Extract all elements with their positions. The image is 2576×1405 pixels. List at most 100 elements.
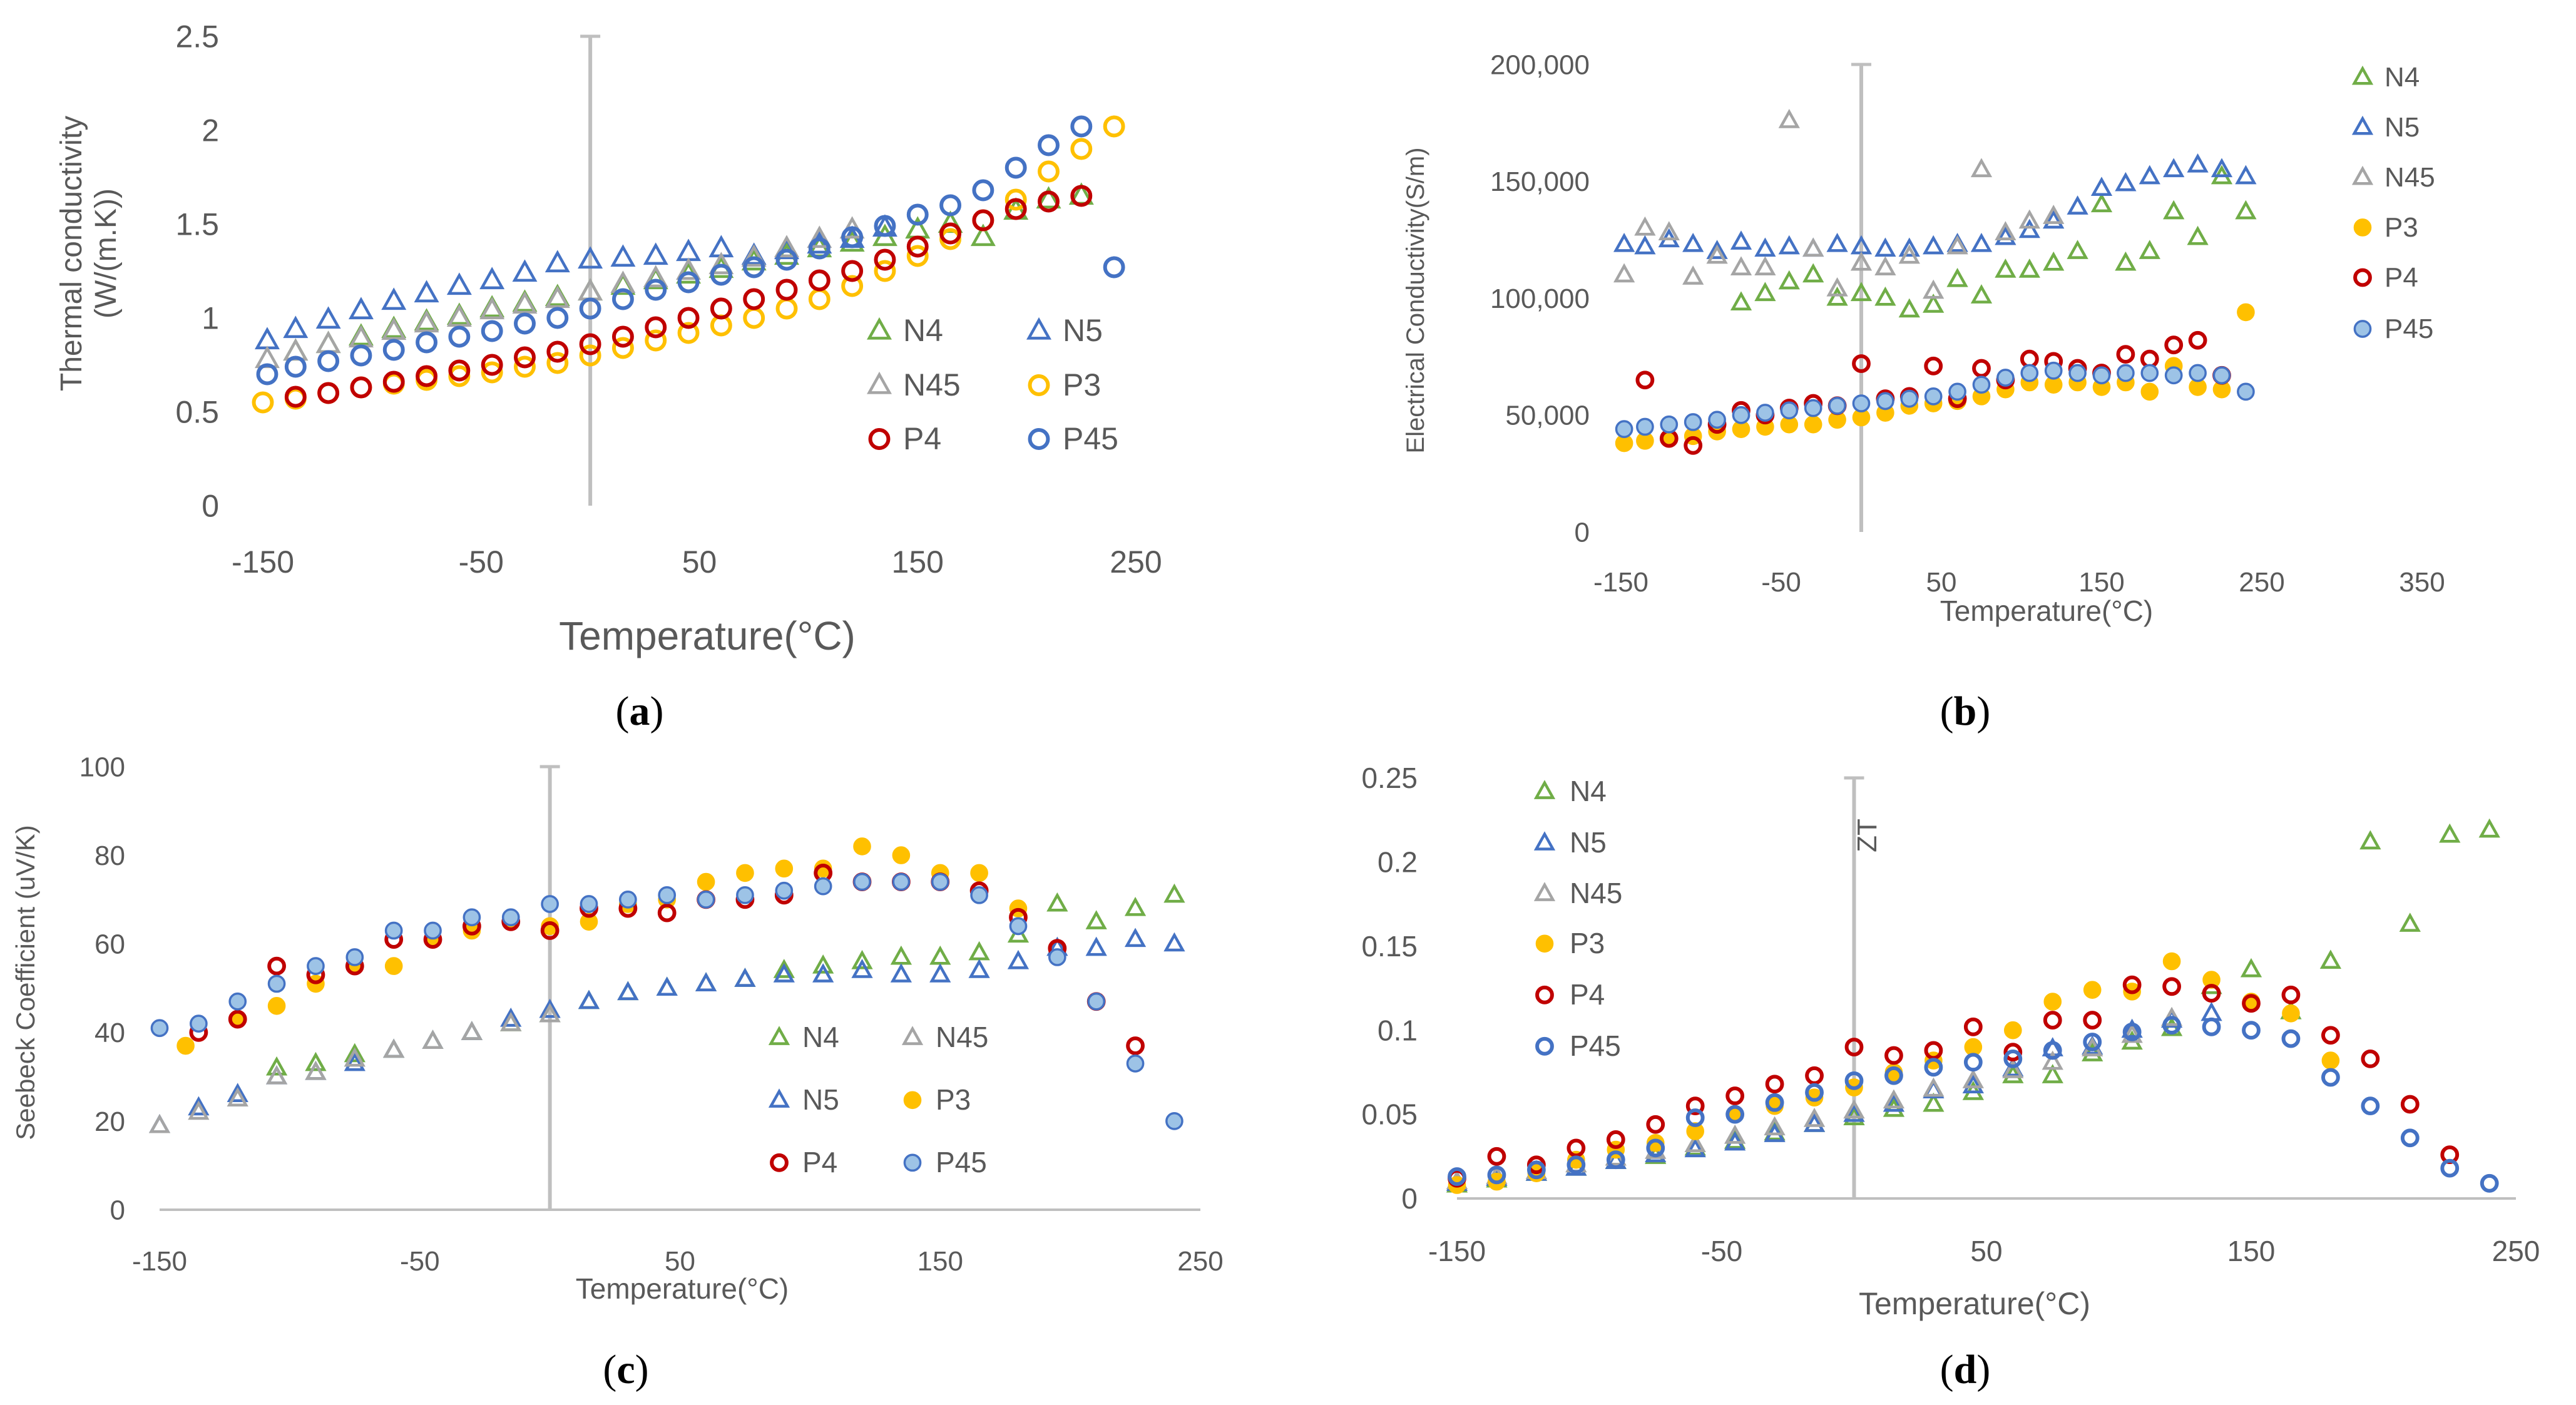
x-tick-label-b: -150 <box>1593 567 1648 598</box>
legend-marker-N45 <box>901 1026 924 1045</box>
legend-label-N5: N5 <box>802 1083 839 1116</box>
data-point-N45 <box>2043 205 2065 224</box>
data-point-N5 <box>1613 232 1635 252</box>
data-point-P3 <box>814 859 832 878</box>
data-point-N45 <box>544 285 570 309</box>
data-point-N4 <box>1778 270 1800 290</box>
data-point-P4 <box>2202 984 2221 1003</box>
data-point-P3 <box>775 297 798 320</box>
data-point-P45 <box>931 872 949 891</box>
data-point-P45 <box>546 307 569 329</box>
data-point-N5 <box>1706 240 1728 259</box>
data-point-P45 <box>814 877 832 896</box>
data-point-P45 <box>2020 364 2039 382</box>
series-P45-a <box>256 115 1125 386</box>
data-point-P45 <box>190 1014 208 1033</box>
legend-marker-P4 <box>770 1153 789 1172</box>
data-point-P4 <box>2162 977 2182 996</box>
data-point-P45 <box>2117 364 2135 382</box>
data-point-N45 <box>148 1113 171 1133</box>
legend-label-N45: N45 <box>903 367 961 402</box>
data-point-P45 <box>1527 1160 1546 1180</box>
data-point-N4 <box>2187 225 2209 245</box>
data-point-P45 <box>2202 1017 2221 1036</box>
data-point-P45 <box>611 288 634 310</box>
data-point-P4 <box>579 333 601 355</box>
data-point-N45 <box>227 1087 248 1107</box>
legend-marker-N4 <box>768 1026 790 1045</box>
data-point-N5 <box>2067 195 2088 215</box>
chart-panel-a: -150 -50 50 150 250 0 0.5 1 1.5 2 2.5 N4 N5 N45 P3 P4 P4… <box>55 19 1162 735</box>
data-point-P45 <box>267 974 286 993</box>
data-point-P4 <box>540 921 560 940</box>
y-tick-label-a: 1.5 <box>175 207 219 242</box>
data-point-N4 <box>2139 240 2160 259</box>
data-point-P45 <box>1087 992 1106 1011</box>
data-point-P4 <box>611 325 634 348</box>
legend-marker-N45 <box>867 371 892 394</box>
data-point-N45 <box>1946 235 1968 255</box>
data-point-P4 <box>2242 994 2261 1013</box>
data-point-N4 <box>851 949 873 969</box>
data-point-P45 <box>2122 1022 2142 1041</box>
series-N5-a <box>254 214 897 350</box>
data-point-P45 <box>1756 404 1774 422</box>
data-point-P45 <box>1646 1138 1665 1158</box>
x-tick-label-a: 250 <box>1110 544 1162 580</box>
data-point-P4 <box>267 956 286 976</box>
data-point-P45 <box>2237 382 2255 401</box>
data-point-P4 <box>514 346 536 369</box>
data-point-P45 <box>448 325 471 348</box>
legend-label-N45: N45 <box>1570 877 1622 909</box>
data-point-P45 <box>1900 389 1919 408</box>
y-tick-label-a: 2.5 <box>175 19 219 54</box>
data-point-N4 <box>839 229 865 252</box>
legend-label-P45: P45 <box>1063 421 1118 456</box>
legend-label-P3: P3 <box>1063 367 1101 402</box>
data-point-P45 <box>1009 917 1028 936</box>
data-point-P45 <box>1852 394 1871 412</box>
xlabel-d: Temperature(°C) <box>1859 1286 2090 1321</box>
data-point-P4 <box>317 382 340 404</box>
data-point-P4 <box>1684 436 1703 455</box>
data-point-N5 <box>656 976 678 996</box>
data-point-N5 <box>1124 927 1147 948</box>
data-point-N5 <box>890 963 912 983</box>
data-point-N5 <box>578 989 600 1009</box>
data-point-P45 <box>743 256 765 278</box>
data-point-N45 <box>1706 244 1728 264</box>
x-tick-label-c: 250 <box>1177 1246 1223 1277</box>
data-point-P3 <box>853 837 871 856</box>
data-point-N5 <box>695 972 717 991</box>
legend-marker-P4 <box>1535 985 1554 1004</box>
data-point-P4 <box>1972 359 1991 378</box>
legend-label-P45: P45 <box>1570 1029 1621 1062</box>
data-point-P3 <box>546 352 569 374</box>
data-point-P4 <box>1924 1041 1943 1060</box>
data-point-N5 <box>1995 225 2016 245</box>
data-point-N5 <box>2139 165 2160 185</box>
data-point-P3 <box>2202 971 2221 989</box>
legend-label-P4: P4 <box>1570 978 1605 1011</box>
data-point-N5 <box>1684 1138 1706 1158</box>
data-point-P45 <box>1606 1150 1625 1170</box>
data-point-N45 <box>1802 237 1824 257</box>
xlabel-b: Temperature(°C) <box>1940 595 2154 627</box>
data-point-P3 <box>2162 952 2181 971</box>
data-point-N45 <box>479 297 505 320</box>
data-point-P3 <box>1686 1122 1704 1140</box>
data-point-N5 <box>227 1083 248 1102</box>
data-point-P4 <box>1606 1130 1625 1149</box>
data-point-P45 <box>2281 1029 2301 1048</box>
data-point-N45 <box>512 291 538 314</box>
data-point-N5 <box>2018 218 2040 238</box>
x-tick-label-c: 50 <box>665 1246 695 1277</box>
data-point-N5 <box>381 287 407 310</box>
data-point-N4 <box>2090 193 2113 213</box>
data-point-P45 <box>2440 1158 2460 1178</box>
data-point-N5 <box>2121 1018 2143 1038</box>
data-point-P3 <box>1805 1088 1824 1107</box>
data-point-P3 <box>252 391 274 414</box>
data-point-N45 <box>1826 277 1848 297</box>
